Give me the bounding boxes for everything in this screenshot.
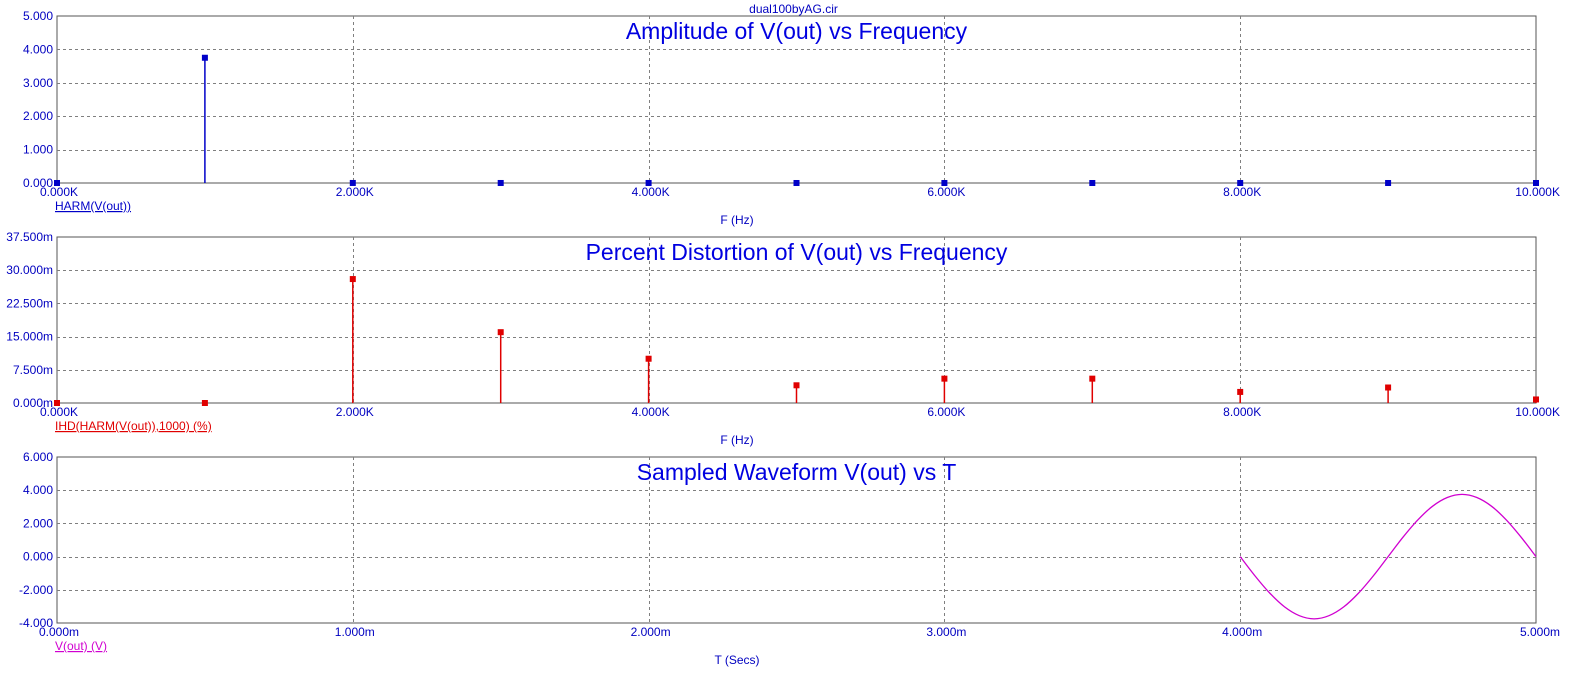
plot1-xlabel: F (Hz)	[720, 213, 753, 227]
plot3-title: Sampled Waveform V(out) vs T	[637, 459, 957, 485]
plot3-ytick-label: 4.000	[23, 483, 53, 497]
plot3-xtick-label: 2.000m	[631, 625, 671, 639]
plot2-xtick-label: 2.000K	[336, 405, 374, 419]
plot3-xtick-label: 3.000m	[926, 625, 966, 639]
plot2-xtick-label: 6.000K	[927, 405, 965, 419]
plot1-marker	[1089, 179, 1096, 186]
plot2-marker	[497, 329, 504, 336]
plot1-marker	[497, 179, 504, 186]
plot2-marker	[793, 382, 800, 389]
plot3-xtick-label: 4.000m	[1222, 625, 1262, 639]
plot3-legend: V(out) (V)	[55, 639, 107, 653]
plot2-xtick-label: 10.000K	[1515, 405, 1560, 419]
plot3-ytick-label: 0.000	[23, 550, 53, 564]
plot2-marker	[201, 400, 208, 406]
plot1-legend: HARM(V(out))	[55, 199, 131, 213]
plot1-ytick-label: 4.000	[23, 42, 53, 56]
plot1-ytick-label: 5.000	[23, 9, 53, 23]
plot2-marker	[1237, 388, 1244, 395]
plot3-ytick-label: 2.000	[23, 516, 53, 530]
plot2-ytick-label: 15.000m	[6, 330, 53, 344]
plot1-xtick-label: 10.000K	[1515, 185, 1560, 199]
plot2-marker	[645, 355, 652, 362]
plot1-marker	[1533, 179, 1539, 186]
plot2-marker	[941, 375, 948, 382]
plot1-xtick-label: 0.000K	[40, 185, 78, 199]
plot1-marker	[1237, 179, 1244, 186]
plot3-xtick-label: 5.000m	[1520, 625, 1560, 639]
plot2-ytick-label: 30.000m	[6, 263, 53, 277]
plot2-legend: IHD(HARM(V(out)),1000) (%)	[55, 419, 212, 433]
plot3-series-line	[1239, 493, 1537, 620]
plot2-marker	[349, 276, 356, 283]
plot2-ytick-label: 37.500m	[6, 230, 53, 244]
plot2-marker	[1385, 384, 1392, 391]
plot3-ytick-label: 6.000	[23, 450, 53, 464]
plot1-ytick-label: 1.000	[23, 143, 53, 157]
plot2-ytick-label: 7.500m	[13, 363, 53, 377]
plot2-title: Percent Distortion of V(out) vs Frequenc…	[586, 239, 1008, 265]
plot2-xtick-label: 4.000K	[632, 405, 670, 419]
plot1-xtick-label: 6.000K	[927, 185, 965, 199]
plot2-marker	[1533, 396, 1539, 403]
plot1-marker	[645, 179, 652, 186]
plot2-marker	[54, 400, 60, 406]
plot1-xtick-label: 2.000K	[336, 185, 374, 199]
plot1-marker	[1385, 179, 1392, 186]
plot3-xtick-label: 1.000m	[335, 625, 375, 639]
plot1-xtick-label: 8.000K	[1223, 185, 1261, 199]
plot1-title: Amplitude of V(out) vs Frequency	[626, 18, 968, 44]
plot2-xtick-label: 0.000K	[40, 405, 78, 419]
plot3-xlabel: T (Secs)	[714, 653, 759, 667]
plot1-marker	[349, 179, 356, 186]
plot3-ytick-label: -2.000	[19, 583, 53, 597]
plot1-marker	[941, 179, 948, 186]
plot3-xtick-label: 0.000m	[39, 625, 79, 639]
plot1-marker	[793, 179, 800, 186]
plot1-xtick-label: 4.000K	[632, 185, 670, 199]
plot2-xtick-label: 8.000K	[1223, 405, 1261, 419]
plot3-ytick-label: -4.000	[19, 616, 53, 630]
plot1-marker	[54, 180, 60, 186]
plot2-ytick-label: 0.000m	[13, 396, 53, 410]
plot2-xlabel: F (Hz)	[720, 433, 753, 447]
plot1-ytick-label: 3.000	[23, 76, 53, 90]
plot1-ytick-label: 2.000	[23, 109, 53, 123]
plot2-ytick-label: 22.500m	[6, 296, 53, 310]
plot2-marker	[1089, 375, 1096, 382]
plot3-frame	[56, 456, 1537, 624]
plot1-ytick-label: 0.000	[23, 176, 53, 190]
file-title: dual100byAG.cir	[749, 2, 838, 16]
plot1-marker	[201, 54, 208, 61]
